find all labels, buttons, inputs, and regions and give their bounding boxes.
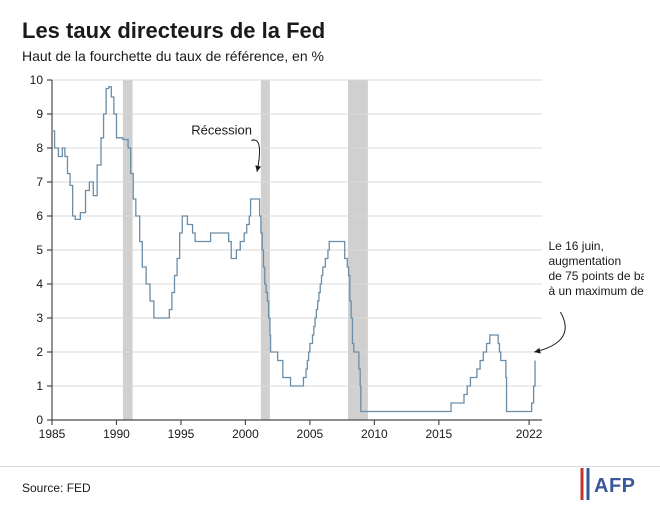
- y-tick-label: 10: [30, 73, 44, 87]
- y-tick-label: 8: [36, 141, 43, 155]
- y-tick-label: 6: [36, 209, 43, 223]
- x-tick-label: 1995: [168, 427, 195, 441]
- x-tick-label: 2005: [297, 427, 324, 441]
- chart-plot-area: 0 1 2 3 4 5 6 7 8 9 10 1985 1990 1995 2000 2005 2010 2015…: [22, 70, 644, 450]
- x-tick-label: 1990: [103, 427, 130, 441]
- x-tick-label: 2015: [425, 427, 452, 441]
- x-tick-label: 2010: [361, 427, 388, 441]
- annotation-recession: Récession: [191, 122, 252, 137]
- afp-logo-text: AFP: [594, 475, 636, 497]
- y-tick-label: 7: [36, 175, 43, 189]
- afp-logo-svg: AFP: [580, 466, 644, 502]
- annotation-recession-arrow: [251, 140, 259, 172]
- y-tick-label: 9: [36, 107, 43, 121]
- chart-subtitle: Haut de la fourchette du taux de référen…: [22, 48, 644, 64]
- y-tick-label: 4: [36, 277, 43, 291]
- x-tick-label: 2022: [516, 427, 543, 441]
- annotation-june16: augmentation: [548, 254, 621, 268]
- y-tick-label: 3: [36, 311, 43, 325]
- y-tick-label: 2: [36, 345, 43, 359]
- chart-svg: 0 1 2 3 4 5 6 7 8 9 10 1985 1990 1995 2000 2005 2010 2015…: [22, 70, 644, 450]
- afp-logo: AFP: [580, 466, 644, 507]
- y-tick-label: 0: [36, 413, 43, 427]
- chart-container: Les taux directeurs de la Fed Haut de la…: [0, 0, 660, 517]
- source-text: Source: FED: [22, 481, 91, 495]
- annotation-june16: Le 16 juin,: [548, 239, 603, 253]
- x-tick-label: 1985: [39, 427, 66, 441]
- chart-title: Les taux directeurs de la Fed: [22, 18, 644, 44]
- y-tick-label: 1: [36, 379, 43, 393]
- footer-divider: [0, 466, 660, 467]
- annotation-june16: de 75 points de base: [548, 269, 644, 283]
- y-tick-label: 5: [36, 243, 43, 257]
- x-tick-label: 2000: [232, 427, 259, 441]
- annotation-june16: à un maximum de 1,75%: [548, 284, 644, 298]
